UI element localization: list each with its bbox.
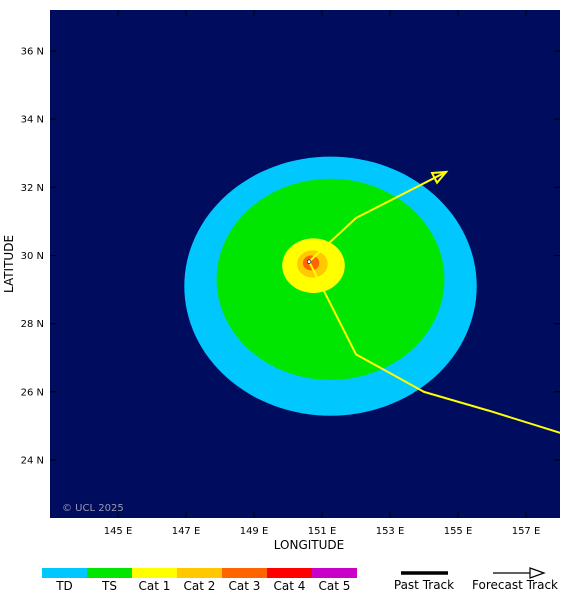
legend-swatch-cat-2 xyxy=(177,568,222,578)
forecast-track-segment xyxy=(308,216,357,263)
legend-swatch-cat-4 xyxy=(267,568,312,578)
legend-category-label: Cat 5 xyxy=(319,579,351,593)
forecast-track-segment xyxy=(355,170,448,219)
x-axis-title: LONGITUDE xyxy=(274,538,344,552)
copyright-label: © UCL 2025 xyxy=(62,503,124,514)
axis-ticks: 145 E 147 E 149 E 151 E 153 E 155 E 157 E 24 N 2… xyxy=(21,10,560,537)
past-track-label: Past Track xyxy=(394,578,454,592)
x-tick-label: 153 E xyxy=(376,526,405,537)
wind-field-cat-3 xyxy=(302,255,320,271)
forecast-track-legend: Forecast Track xyxy=(472,567,558,592)
legend-swatch-cat-3 xyxy=(222,568,267,578)
y-axis-title: LATITUDE xyxy=(2,235,16,293)
storm-center-marker xyxy=(306,259,312,264)
legend-category-label: TD xyxy=(55,579,73,593)
y-tick-label: 28 N xyxy=(21,319,44,330)
y-tick-label: 30 N xyxy=(21,251,44,262)
legend-category-label: Cat 4 xyxy=(274,579,306,593)
track-layer xyxy=(306,170,560,434)
y-tick-label: 32 N xyxy=(21,183,44,194)
legend-swatch-cat-5 xyxy=(312,568,357,578)
y-tick-label: 24 N xyxy=(21,456,44,467)
wind-field-layer xyxy=(184,156,477,416)
x-tick-label: 145 E xyxy=(104,526,133,537)
forecast-arrowhead xyxy=(430,170,449,185)
legend-category-label: Cat 1 xyxy=(139,579,171,593)
legend-swatch-ts xyxy=(87,568,132,578)
past-track-legend: Past Track xyxy=(394,571,454,592)
y-tick-label: 36 N xyxy=(21,46,44,57)
y-tick-label: 26 N xyxy=(21,387,44,398)
forecast-arrow-icon xyxy=(529,567,546,579)
x-tick-label: 147 E xyxy=(172,526,201,537)
legend-swatch-cat-1 xyxy=(132,568,177,578)
past-track-segment xyxy=(308,260,357,356)
legend-category-label: Cat 3 xyxy=(229,579,261,593)
legend-swatch-td xyxy=(42,568,87,578)
x-tick-label: 157 E xyxy=(512,526,541,537)
x-tick-label: 149 E xyxy=(240,526,269,537)
legend-category-label: Cat 2 xyxy=(184,579,216,593)
legend-category-label: TS xyxy=(101,579,117,593)
x-tick-label: 155 E xyxy=(444,526,473,537)
forecast-track-label: Forecast Track xyxy=(472,578,558,592)
past-track-segment xyxy=(355,353,425,393)
x-tick-label: 151 E xyxy=(308,526,337,537)
intensity-legend: TD TS Cat 1 Cat 2 Cat 3 Cat 4 Cat 5 xyxy=(42,568,357,593)
y-tick-label: 34 N xyxy=(21,115,44,126)
past-track-segment xyxy=(423,390,490,412)
past-track-segment xyxy=(487,409,560,434)
